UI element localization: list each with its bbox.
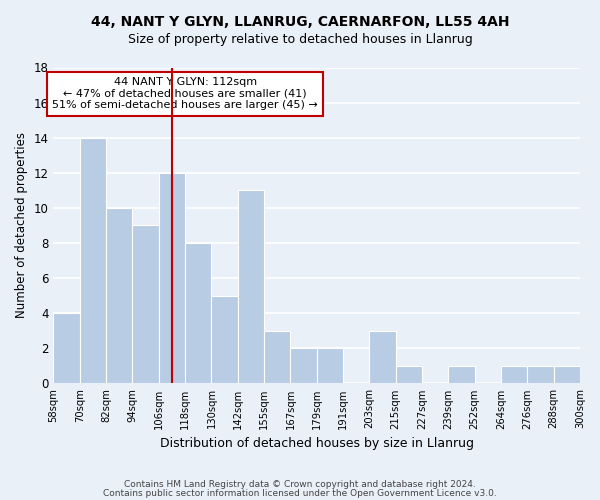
Bar [264, 331, 290, 384]
Bar [106, 208, 133, 384]
Bar [133, 226, 159, 384]
Text: Contains public sector information licensed under the Open Government Licence v3: Contains public sector information licen… [103, 489, 497, 498]
Bar [238, 190, 264, 384]
Bar [527, 366, 554, 384]
Bar [448, 366, 475, 384]
X-axis label: Distribution of detached houses by size in Llanrug: Distribution of detached houses by size … [160, 437, 474, 450]
Bar [317, 348, 343, 384]
Bar [395, 366, 422, 384]
Bar [501, 366, 527, 384]
Bar [53, 313, 80, 384]
Y-axis label: Number of detached properties: Number of detached properties [15, 132, 28, 318]
Text: Size of property relative to detached houses in Llanrug: Size of property relative to detached ho… [128, 32, 472, 46]
Text: 44 NANT Y GLYN: 112sqm
← 47% of detached houses are smaller (41)
51% of semi-det: 44 NANT Y GLYN: 112sqm ← 47% of detached… [52, 77, 318, 110]
Bar [80, 138, 106, 384]
Bar [290, 348, 317, 384]
Text: Contains HM Land Registry data © Crown copyright and database right 2024.: Contains HM Land Registry data © Crown c… [124, 480, 476, 489]
Bar [211, 296, 238, 384]
Bar [554, 366, 580, 384]
Bar [159, 173, 185, 384]
Text: 44, NANT Y GLYN, LLANRUG, CAERNARFON, LL55 4AH: 44, NANT Y GLYN, LLANRUG, CAERNARFON, LL… [91, 15, 509, 29]
Bar [370, 331, 395, 384]
Bar [185, 243, 211, 384]
